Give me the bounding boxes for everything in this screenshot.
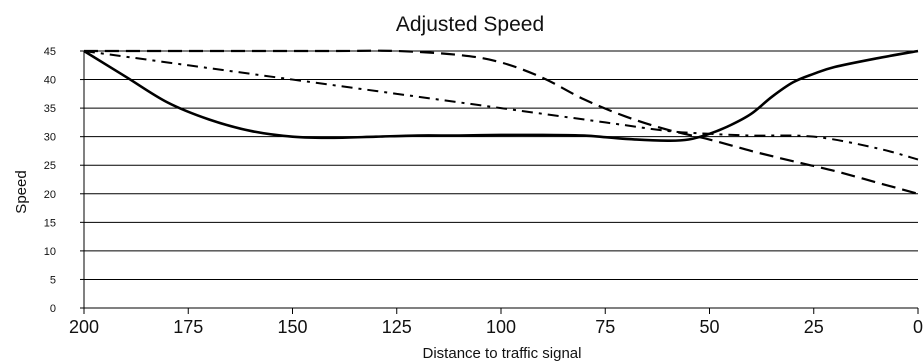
- x-tick-label: 75: [595, 317, 615, 337]
- chart-title: Adjusted Speed: [396, 13, 544, 36]
- y-tick-label: 35: [44, 103, 56, 115]
- x-tick-label: 100: [486, 317, 516, 337]
- x-tick-label: 175: [173, 317, 203, 337]
- x-tick-label: 200: [69, 317, 99, 337]
- x-tick-label: 125: [382, 317, 412, 337]
- grid: [84, 50, 918, 280]
- y-tick-labels: 0 5 10 15 20 25 30 35 40 45: [44, 46, 56, 315]
- y-axis-title: Speed: [13, 170, 30, 213]
- y-tick-label: 45: [44, 46, 56, 58]
- x-tick-labels: 200 175 150 125 100 75 50 25 0: [69, 317, 923, 337]
- plot-area: [83, 49, 919, 195]
- y-tick-label: 25: [44, 160, 56, 172]
- x-tick-label: 150: [277, 317, 307, 337]
- y-tick-label: 15: [44, 217, 56, 229]
- y-tick-label: 20: [44, 189, 56, 201]
- series-line-dash-dot: [83, 50, 919, 161]
- y-tick-label: 0: [50, 303, 56, 315]
- axes: [80, 50, 919, 314]
- y-tick-label: 30: [44, 132, 56, 144]
- x-tick-label: 0: [913, 317, 923, 337]
- series-line-dashed: [84, 49, 919, 195]
- y-tick-label: 5: [50, 274, 56, 286]
- y-tick-label: 40: [44, 75, 56, 87]
- x-axis-title: Distance to traffic signal: [423, 345, 582, 362]
- x-tick-label: 50: [699, 317, 719, 337]
- series-line-solid: [83, 49, 919, 142]
- y-tick-label: 10: [44, 246, 56, 258]
- x-tick-label: 25: [804, 317, 824, 337]
